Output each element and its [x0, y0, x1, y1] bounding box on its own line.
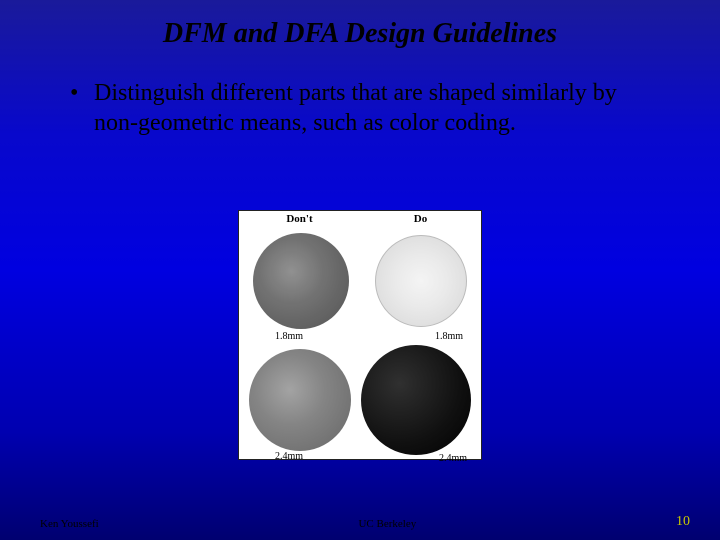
bullet-item: • Distinguish different parts that are s… [70, 78, 660, 138]
circle-bl [249, 349, 351, 451]
figure-panel: Don't Do 1.8mm 1.8mm 2.4mm 2.4mm [238, 210, 482, 460]
footer: Ken Youssefi UC Berkeley 10 [0, 514, 720, 530]
bullet-text: Distinguish different parts that are sha… [94, 78, 660, 138]
label-bl: 2.4mm [275, 451, 303, 462]
figure-header-right: Do [360, 213, 481, 225]
bullet-marker: • [70, 78, 94, 108]
page-number: 10 [676, 514, 690, 530]
label-tr: 1.8mm [435, 331, 463, 342]
bullet-list: • Distinguish different parts that are s… [0, 78, 720, 138]
slide-title: DFM and DFA Design Guidelines [0, 0, 720, 50]
footer-center: UC Berkeley [358, 518, 416, 530]
figure-header-row: Don't Do [239, 211, 481, 225]
slide: DFM and DFA Design Guidelines • Distingu… [0, 0, 720, 540]
footer-left: Ken Youssefi [40, 518, 99, 530]
circle-tl [253, 233, 349, 329]
label-tl: 1.8mm [275, 331, 303, 342]
figure-header-left: Don't [239, 213, 360, 225]
circle-tr [375, 235, 467, 327]
label-br: 2.4mm [439, 453, 467, 464]
circle-br [361, 345, 471, 455]
